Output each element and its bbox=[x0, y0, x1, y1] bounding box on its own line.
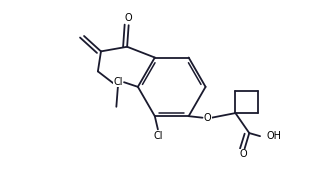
Text: Cl: Cl bbox=[113, 77, 123, 87]
Text: O: O bbox=[204, 113, 212, 123]
Text: OH: OH bbox=[266, 131, 281, 141]
Text: O: O bbox=[239, 149, 247, 159]
Text: O: O bbox=[125, 13, 133, 23]
Text: Cl: Cl bbox=[153, 131, 162, 141]
